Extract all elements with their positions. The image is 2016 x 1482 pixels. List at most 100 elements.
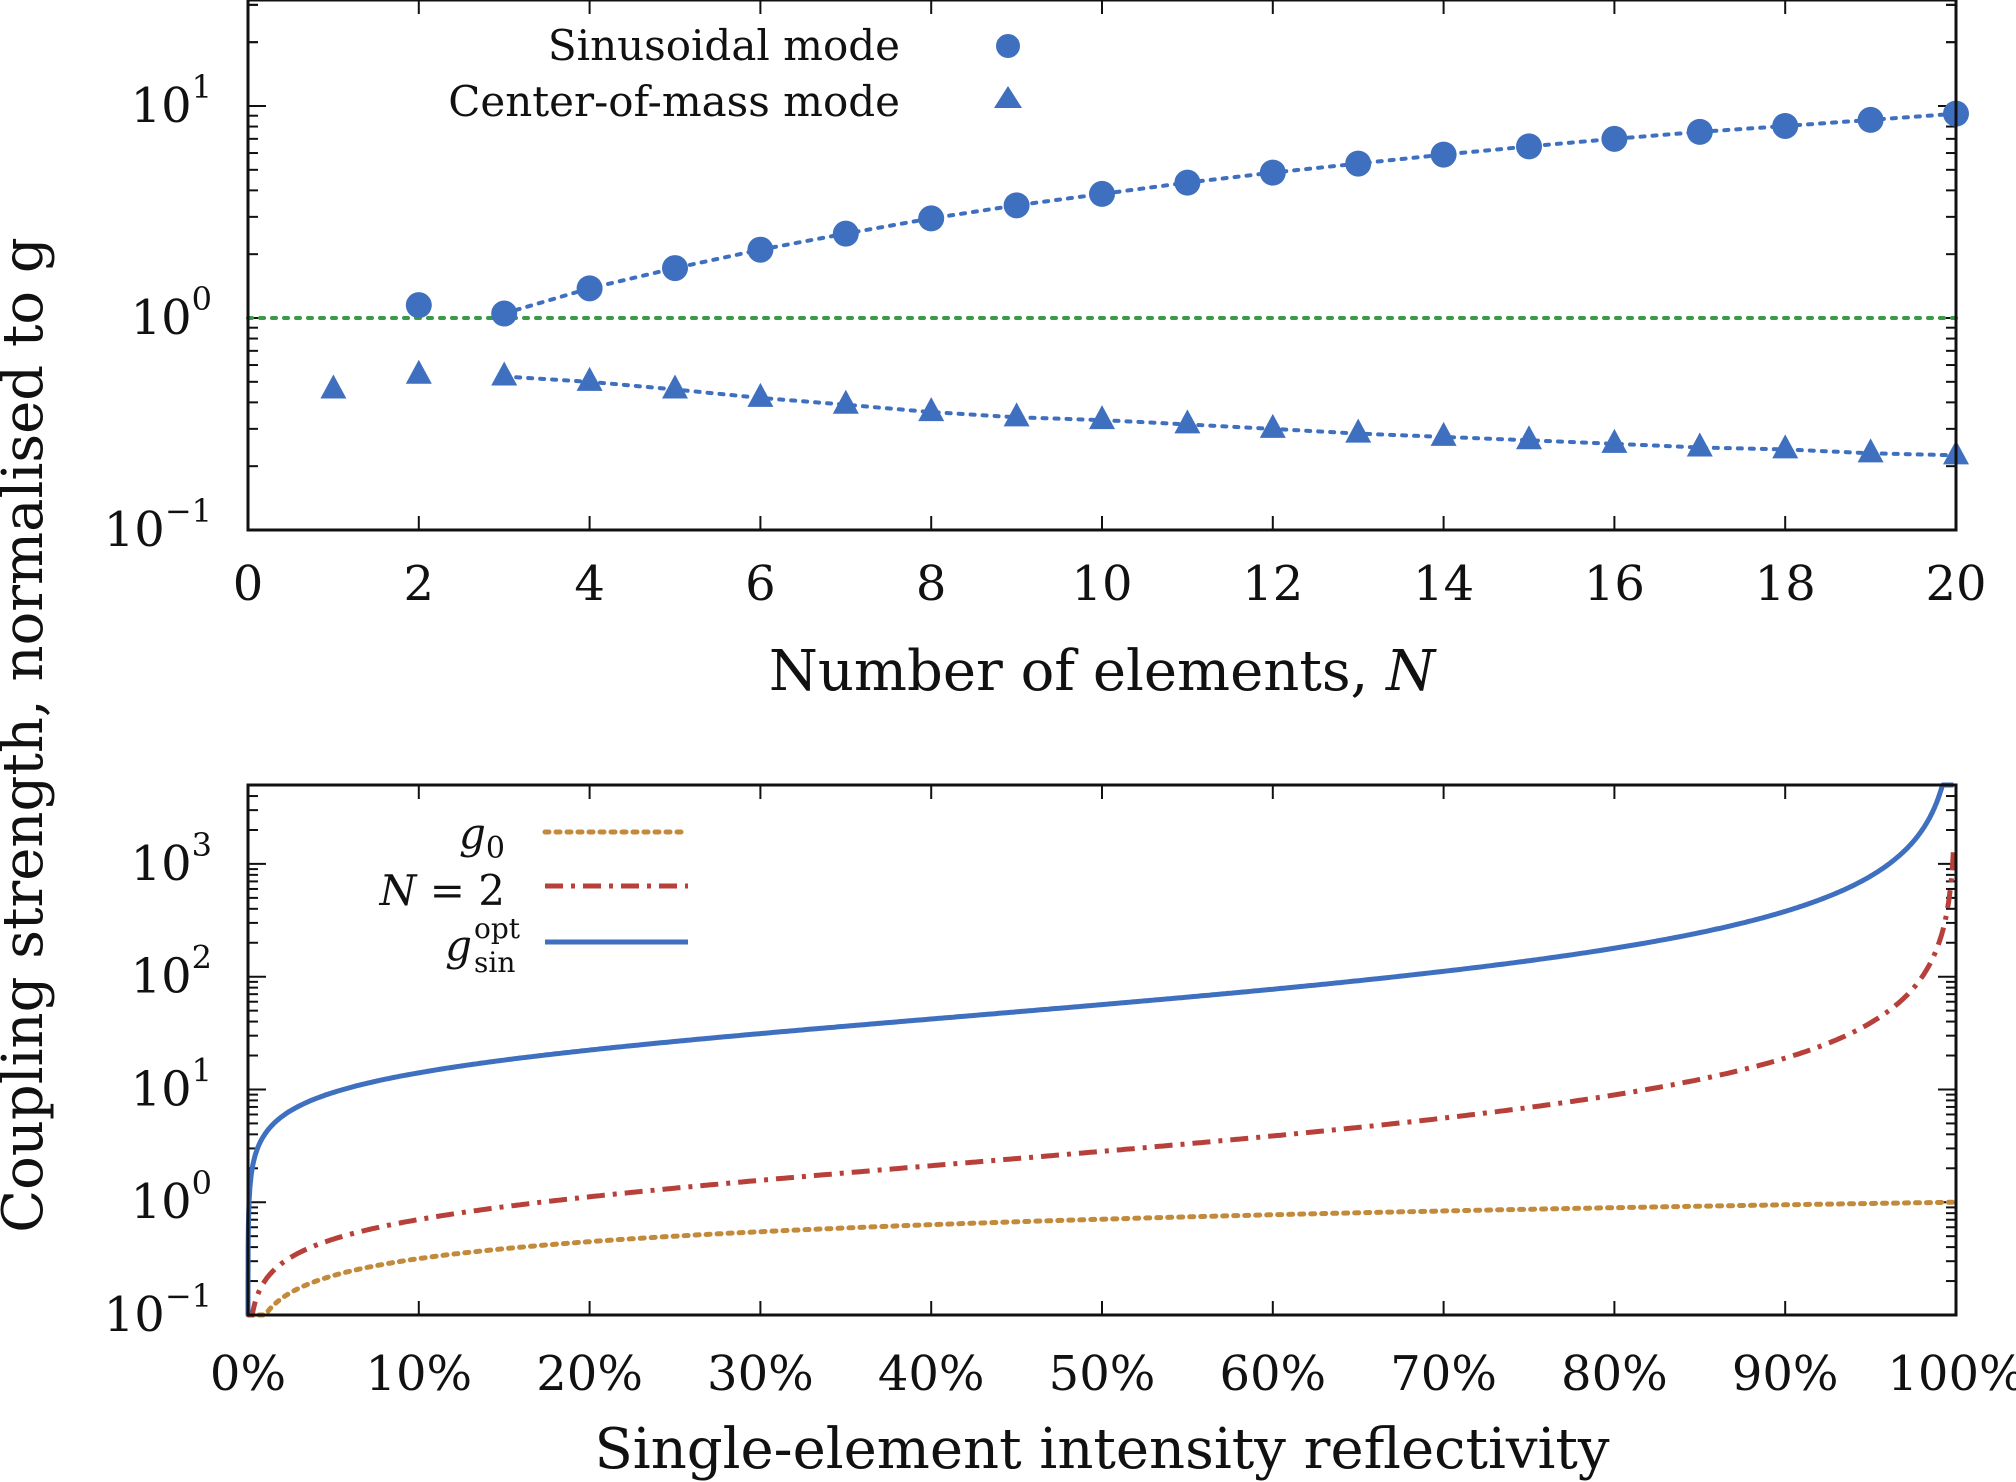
bottom-plot-frame bbox=[246, 783, 1958, 1317]
sinusoidal-point bbox=[576, 275, 603, 302]
bottom-x-tick-label: 100% bbox=[1887, 1346, 2016, 1402]
legend-g0-label: g0 bbox=[459, 809, 505, 866]
sinusoidal-point bbox=[1857, 106, 1884, 133]
sinusoidal-point bbox=[491, 300, 518, 327]
top-plot-frame bbox=[246, 0, 1958, 532]
bottom-legend: g0 N = 2 g opt sin bbox=[379, 809, 691, 979]
sinusoidal-point bbox=[1516, 133, 1542, 160]
com-point bbox=[1772, 434, 1799, 459]
com-point bbox=[918, 397, 945, 422]
bottom-x-axis-label: Single-element intensity reflectivity bbox=[594, 1417, 1609, 1482]
com-point bbox=[662, 374, 688, 399]
tick-exponent: 0 bbox=[192, 1164, 212, 1202]
sinusoidal-point bbox=[405, 292, 432, 319]
bottom-x-tick-label: 20% bbox=[536, 1346, 643, 1402]
line-gopt bbox=[245, 782, 1954, 1315]
bottom-y-tick-label: 10−1 bbox=[104, 1277, 212, 1343]
legend-g0-sub: 0 bbox=[486, 831, 505, 866]
com-point bbox=[747, 382, 774, 407]
bottom-chart: 0% 10% 20% 30% 40% 50% 60% 70% 80% 90% 100% 103102… bbox=[104, 782, 2016, 1482]
top-y-tick-label: 101 bbox=[131, 68, 212, 134]
top-y-tick-label: 10−1 bbox=[104, 492, 212, 558]
top-x-axis-label: Number of elements, N bbox=[769, 639, 1437, 704]
com-point bbox=[1089, 405, 1115, 430]
sinusoidal-point bbox=[1174, 169, 1201, 196]
legend-com-label: Center-of-mass mode bbox=[448, 77, 900, 126]
top-x-tick-label: 4 bbox=[574, 556, 605, 612]
top-x-tick-label: 14 bbox=[1413, 556, 1474, 612]
bottom-x-tick-label: 10% bbox=[365, 1346, 472, 1402]
com-point bbox=[320, 374, 347, 399]
bottom-x-tick-label: 40% bbox=[878, 1346, 985, 1402]
line-g0 bbox=[245, 1199, 1956, 1318]
top-x-tick-label: 2 bbox=[404, 556, 435, 612]
sinusoidal-point bbox=[662, 255, 688, 282]
top-x-tick-label: 20 bbox=[1925, 556, 1986, 612]
bottom-y-tick-label: 103 bbox=[131, 826, 212, 892]
legend-N2-rest: = 2 bbox=[416, 866, 505, 915]
sinusoidal-point bbox=[747, 236, 774, 263]
sinusoidal-point bbox=[1259, 159, 1286, 186]
tick-exponent: 2 bbox=[192, 939, 212, 977]
com-point bbox=[1174, 409, 1201, 434]
line-N2 bbox=[248, 849, 1956, 1318]
tick-base: 10 bbox=[131, 290, 192, 346]
tick-base: 10 bbox=[131, 1061, 192, 1117]
legend-com-marker bbox=[994, 86, 1022, 108]
sinusoidal-point bbox=[1345, 150, 1372, 177]
bottom-x-tick-label: 90% bbox=[1732, 1346, 1839, 1402]
bottom-x-tick-label: 80% bbox=[1561, 1346, 1668, 1402]
bottom-x-tick-labels: 0% 10% 20% 30% 40% 50% 60% 70% 80% 90% 100% bbox=[210, 1346, 2016, 1402]
com-point bbox=[1857, 438, 1884, 463]
top-x-tick-label: 18 bbox=[1755, 556, 1816, 612]
legend-gopt-label: g bbox=[445, 921, 472, 970]
tick-exponent: 1 bbox=[192, 1051, 212, 1089]
bottom-x-tick-label: 70% bbox=[1390, 1346, 1497, 1402]
tick-base: 10 bbox=[131, 1174, 192, 1230]
sinusoidal-point bbox=[918, 205, 945, 232]
sinusoidal-point bbox=[1772, 112, 1799, 139]
com-point bbox=[1259, 413, 1286, 438]
com-point bbox=[1345, 418, 1372, 443]
sinusoidal-point bbox=[1003, 192, 1030, 219]
com-point bbox=[1601, 428, 1628, 453]
legend-gopt-sub: sin bbox=[474, 946, 515, 979]
bottom-y-tick-label: 102 bbox=[131, 939, 212, 1005]
com-point bbox=[1516, 425, 1542, 450]
top-x-tick-label: 0 bbox=[233, 556, 264, 612]
tick-exponent: −1 bbox=[165, 1277, 212, 1315]
com-point bbox=[405, 359, 432, 384]
top-x-tick-label: 8 bbox=[916, 556, 947, 612]
bottom-y-tick-label: 101 bbox=[131, 1051, 212, 1117]
tick-exponent: 1 bbox=[192, 68, 212, 106]
sinusoidal-point bbox=[1601, 125, 1628, 152]
top-fit-sinusoidal bbox=[502, 111, 1958, 316]
tick-exponent: 0 bbox=[192, 280, 212, 318]
top-x-tick-labels: 0 2 4 6 8 10 12 14 16 18 20 bbox=[233, 556, 1987, 612]
com-point bbox=[491, 361, 518, 386]
com-point bbox=[832, 389, 859, 414]
sinusoidal-point bbox=[1686, 118, 1713, 145]
bottom-x-tick-label: 0% bbox=[210, 1346, 286, 1402]
sinusoidal-point bbox=[1089, 180, 1115, 207]
sinusoidal-point bbox=[1430, 141, 1457, 168]
legend-gopt-sup: opt bbox=[474, 912, 521, 945]
legend-sinusoidal-label: Sinusoidal mode bbox=[548, 21, 900, 70]
bottom-x-tick-label: 50% bbox=[1049, 1346, 1156, 1402]
legend-N2-italic: N bbox=[379, 866, 418, 915]
tick-base: 10 bbox=[131, 836, 192, 892]
legend-g0-main: g bbox=[459, 809, 486, 858]
legend-sinusoidal-marker bbox=[996, 34, 1020, 58]
top-x-tick-label: 16 bbox=[1584, 556, 1645, 612]
top-y-tick-label: 100 bbox=[131, 280, 212, 346]
bottom-x-tick-label: 30% bbox=[707, 1346, 814, 1402]
tick-base: 10 bbox=[131, 949, 192, 1005]
top-x-tick-label: 10 bbox=[1071, 556, 1132, 612]
sinusoidal-point bbox=[832, 220, 859, 247]
bottom-y-tick-label: 100 bbox=[131, 1164, 212, 1230]
shared-y-axis-label: Coupling strength, normalised to g bbox=[0, 237, 56, 1233]
top-data-points bbox=[320, 100, 1969, 465]
